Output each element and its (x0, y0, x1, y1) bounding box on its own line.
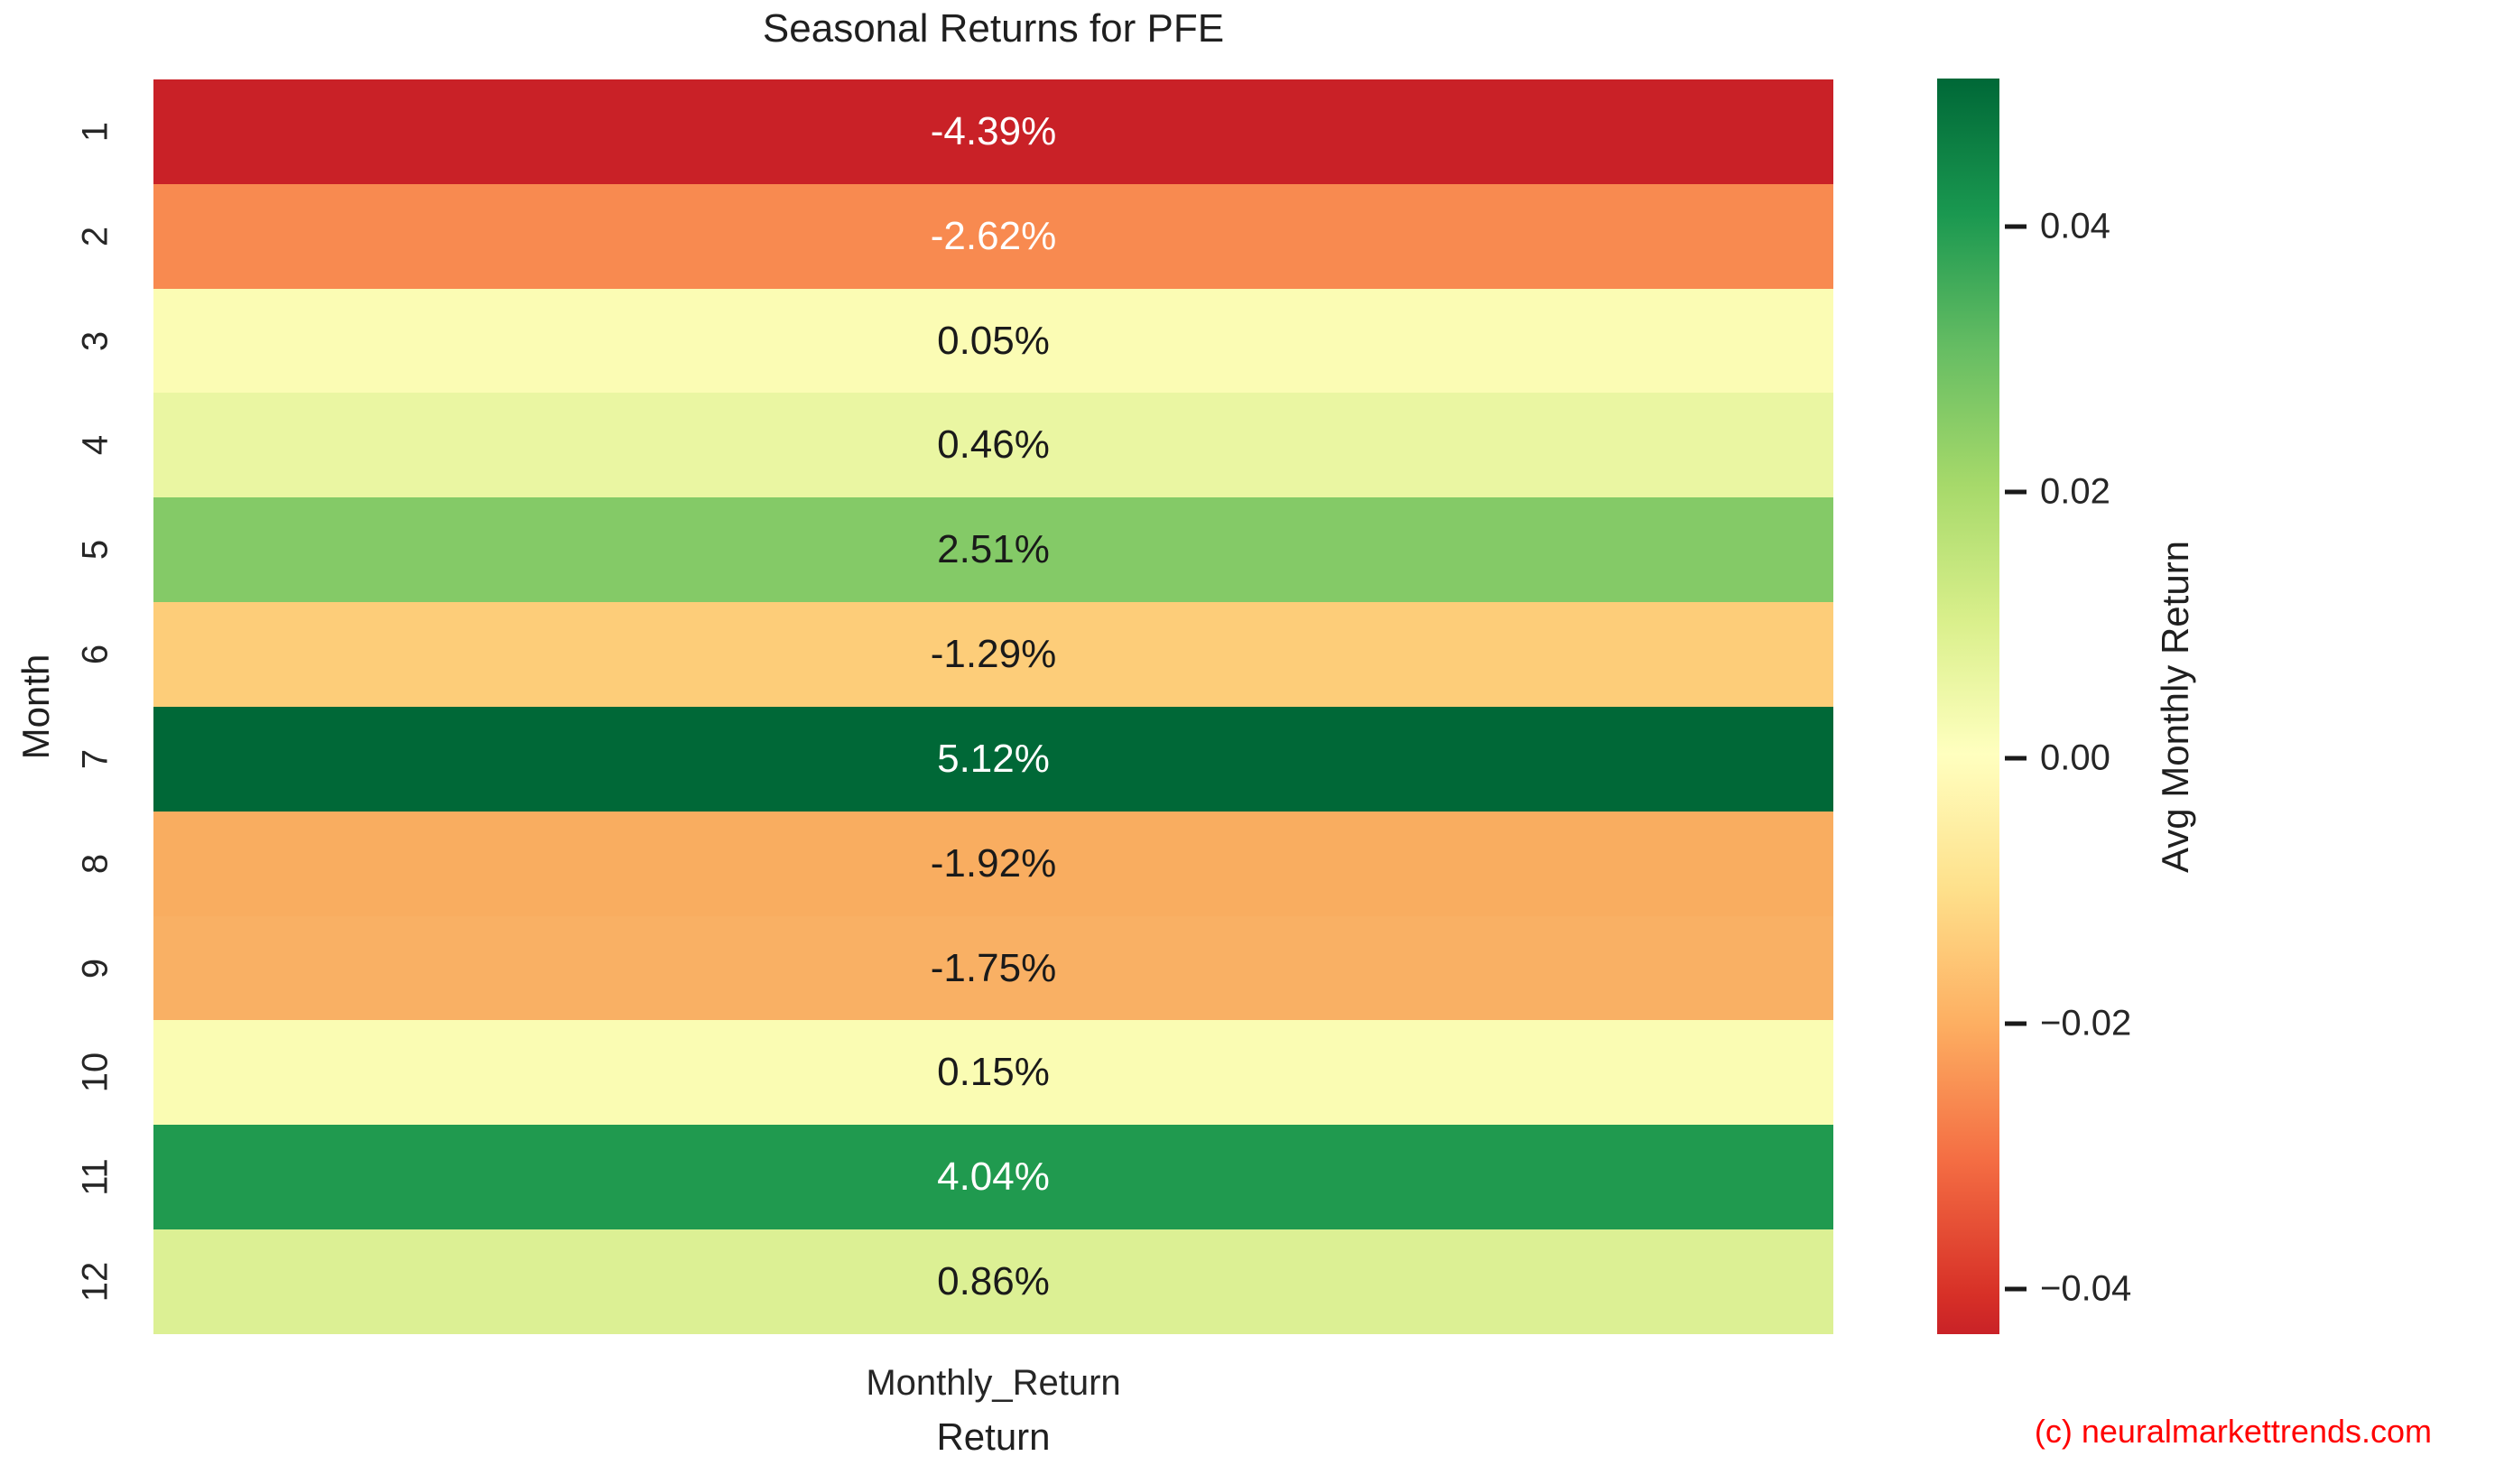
colorbar-tick-label: 0.04 (2040, 206, 2110, 246)
colorbar-tick-label: 0.00 (2040, 737, 2110, 778)
colorbar (1937, 79, 1999, 1334)
y-tick-label: 2 (75, 226, 116, 246)
colorbar-tick-mark (2005, 224, 2027, 229)
x-tick-label: Monthly_Return (866, 1363, 1121, 1403)
colorbar-tick-mark (2005, 489, 2027, 495)
y-tick-label: 6 (75, 644, 116, 665)
heatmap-cell: 2.51% (153, 497, 1833, 603)
heatmap-cell: -4.39% (153, 79, 1833, 184)
colorbar-label: Avg Monthly Return (2154, 540, 2196, 874)
heatmap-cell: 0.05% (153, 288, 1833, 394)
y-tick-label: 4 (75, 435, 116, 456)
heatmap-cell: 5.12% (153, 706, 1833, 812)
colorbar-tick-label: −0.02 (2040, 1003, 2132, 1043)
heatmap-cell: 0.15% (153, 1020, 1833, 1126)
y-tick-label: 7 (75, 748, 116, 770)
y-tick-label: 3 (75, 330, 116, 351)
y-tick-label: 12 (75, 1261, 116, 1303)
y-axis-label: Month (14, 654, 57, 760)
y-tick-label: 9 (75, 958, 116, 979)
colorbar-tick-label: 0.02 (2040, 471, 2110, 512)
chart-title: Seasonal Returns for PFE (762, 6, 1225, 51)
heatmap: -4.39% -2.62% 0.05% 0.46% 2.51% -1.29% 5.12% -1… (153, 79, 1833, 1334)
heatmap-cell: 0.86% (153, 1229, 1833, 1334)
y-tick-label: 1 (75, 121, 116, 143)
x-axis-label: Return (936, 1415, 1051, 1458)
colorbar-tick-mark (2005, 1286, 2027, 1292)
heatmap-cell: -2.62% (153, 183, 1833, 289)
heatmap-cell: 4.04% (153, 1125, 1833, 1230)
y-tick-label: 10 (75, 1053, 116, 1093)
colorbar-tick-mark (2005, 756, 2027, 761)
y-tick-label: 8 (75, 853, 116, 874)
colorbar-tick-mark (2005, 1021, 2027, 1026)
y-tick-label: 11 (75, 1158, 116, 1197)
heatmap-cell: -1.92% (153, 811, 1833, 916)
heatmap-cell: -1.29% (153, 602, 1833, 707)
watermark: (c) neuralmarkettrends.com (2034, 1413, 2432, 1450)
colorbar-tick-label: −0.04 (2040, 1268, 2132, 1309)
heatmap-cell: 0.46% (153, 393, 1833, 498)
y-tick-label: 5 (75, 540, 116, 561)
heatmap-cell: -1.75% (153, 915, 1833, 1021)
